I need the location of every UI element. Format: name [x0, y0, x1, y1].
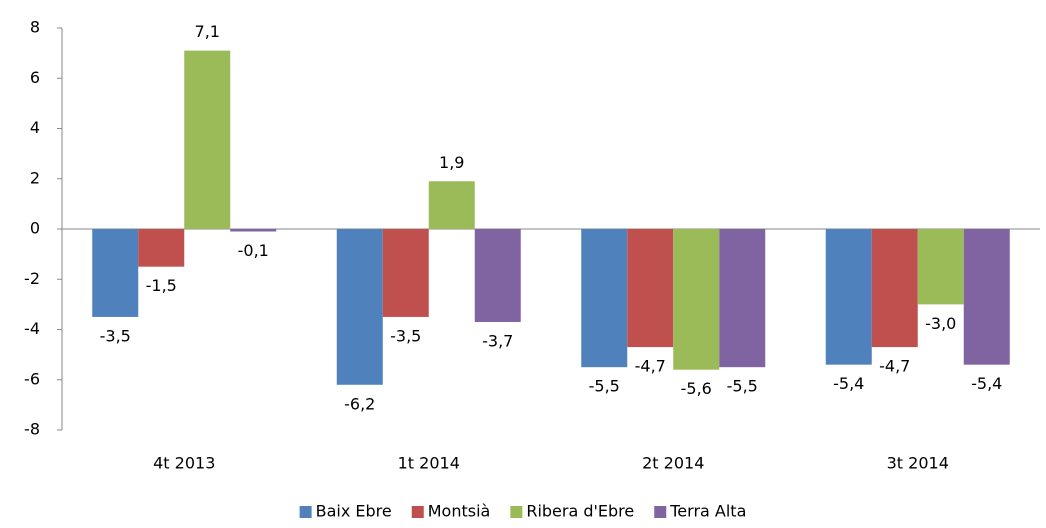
bar: [825, 229, 872, 365]
bar: [673, 229, 720, 370]
y-tick-label: -4: [24, 319, 40, 338]
legend-label: Montsià: [428, 502, 491, 521]
y-tick-label: -8: [24, 420, 40, 439]
data-label: -3,7: [482, 331, 513, 350]
data-label: -6,2: [344, 394, 375, 413]
data-label: 1,9: [439, 153, 464, 172]
legend-swatch: [654, 506, 667, 518]
legend-label: Baix Ebre: [316, 502, 392, 521]
x-tick-label: 2t 2014: [642, 454, 704, 473]
y-tick-label: -6: [24, 369, 40, 388]
y-tick-label: -2: [24, 269, 40, 288]
legend-swatch: [510, 506, 523, 518]
data-label: -5,4: [971, 374, 1002, 393]
data-label: -0,1: [238, 241, 269, 260]
bar: [474, 229, 521, 322]
bar: [382, 229, 429, 317]
data-label: -5,5: [589, 377, 620, 396]
y-tick-label: 8: [30, 18, 40, 37]
bar: [92, 229, 139, 317]
bar: [917, 229, 964, 305]
y-tick-label: 0: [30, 219, 40, 238]
y-tick-label: 4: [30, 118, 40, 137]
y-tick-label: 6: [30, 68, 40, 87]
x-tick-label: 1t 2014: [398, 454, 460, 473]
bar: [336, 229, 383, 385]
data-label: 7,1: [195, 22, 220, 41]
legend-label: Terra Alta: [669, 502, 746, 521]
data-label: -4,7: [635, 357, 666, 376]
bar: [428, 181, 475, 229]
x-tick-label: 4t 2013: [153, 454, 215, 473]
data-label: -3,0: [925, 314, 956, 333]
data-label: -5,5: [727, 377, 758, 396]
data-label: -3,5: [390, 326, 421, 345]
data-label: -5,6: [681, 379, 712, 398]
data-label: -4,7: [879, 357, 910, 376]
data-label: -3,5: [100, 326, 131, 345]
bar: [963, 229, 1010, 365]
bar: [184, 50, 231, 229]
legend-label: Ribera d'Ebre: [526, 502, 634, 521]
legend-swatch: [299, 506, 312, 518]
y-tick-label: 2: [30, 168, 40, 187]
bar: [138, 229, 185, 267]
legend-swatch: [411, 506, 424, 518]
bar: [230, 229, 277, 232]
bar: [719, 229, 766, 368]
bar: [581, 229, 628, 368]
data-label: -1,5: [146, 276, 177, 295]
data-label: -5,4: [833, 374, 864, 393]
bar: [627, 229, 674, 348]
x-tick-label: 3t 2014: [887, 454, 949, 473]
bar: [871, 229, 918, 348]
